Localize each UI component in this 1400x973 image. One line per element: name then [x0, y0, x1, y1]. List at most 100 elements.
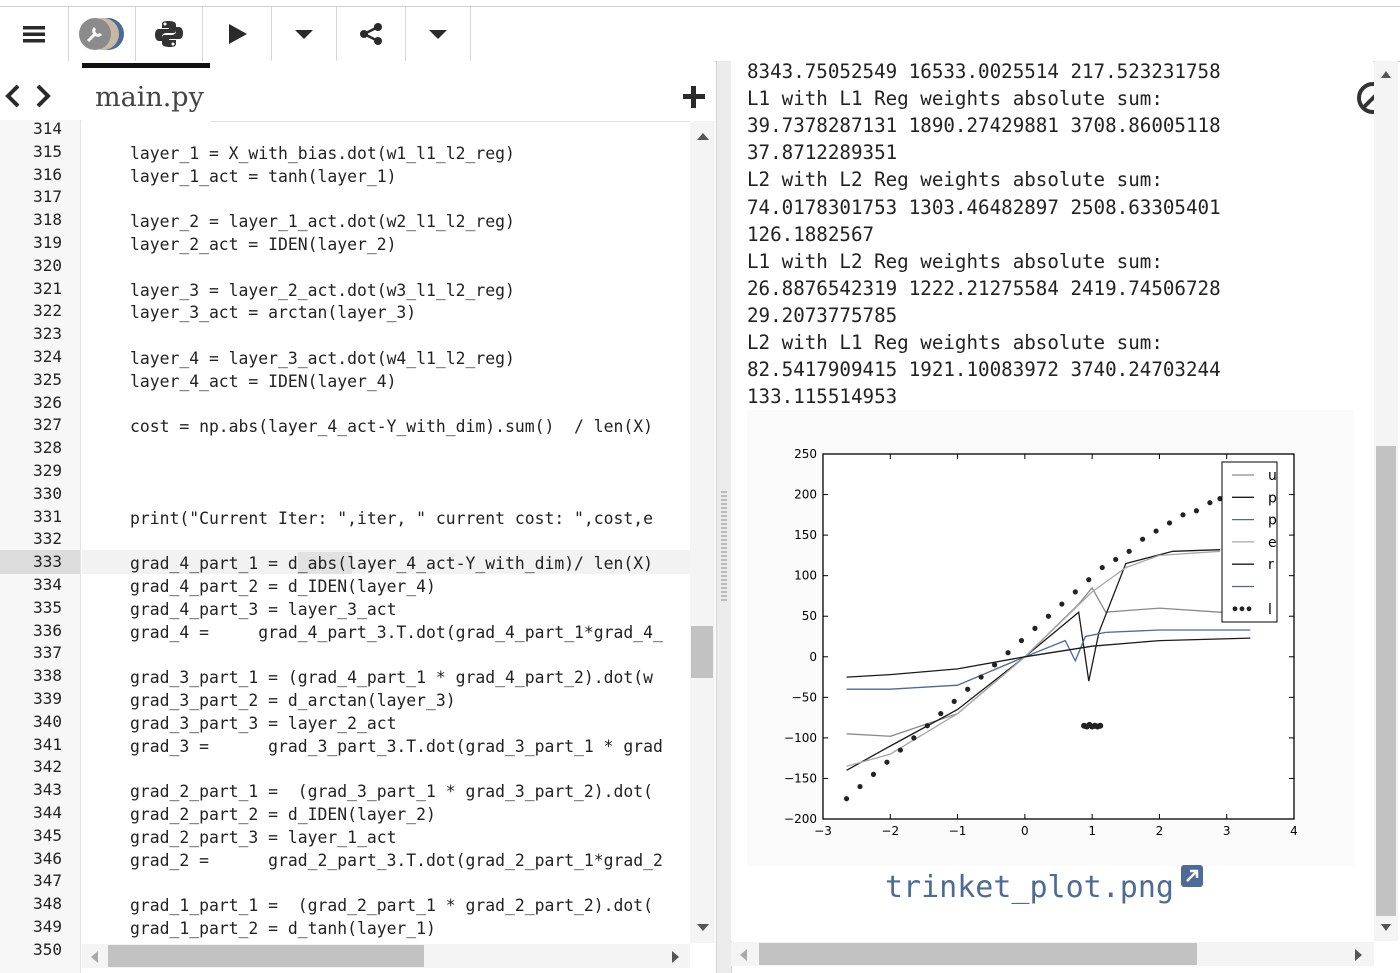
scroll-up-icon [697, 133, 709, 140]
code-line: print("Current Iter: ",iter, " current c… [130, 508, 654, 528]
scatter-point [1166, 520, 1173, 526]
console-line: 126.1882567 [747, 222, 875, 246]
editor-hscroll-thumb[interactable] [108, 945, 424, 967]
editor-vscroll-thumb[interactable] [691, 626, 713, 678]
line-number: 320 [33, 255, 62, 275]
legend-label: p [1268, 513, 1277, 529]
console-line: 82.5417909415 1921.10083972 3740.2470324… [747, 358, 1221, 382]
share-icon [360, 23, 382, 45]
y-tick-label: 200 [794, 488, 817, 502]
menu-button[interactable] [0, 7, 69, 61]
series-line [846, 629, 1251, 690]
active-line-highlight [82, 550, 690, 574]
y-tick-label: 150 [794, 528, 817, 542]
series-line [846, 550, 1221, 767]
code-line: grad_2_part_2 = d_IDEN(layer_2) [130, 805, 436, 824]
scroll-right-icon [672, 951, 679, 963]
console-line: 26.8876542319 1222.21275584 2419.7450672… [747, 276, 1221, 300]
console-line: L2 with L2 Reg weights absolute sum: [747, 168, 1163, 192]
code-editor[interactable]: layer_1 = X_with_bias.dot(w1_l1_l2_reg) l… [82, 120, 690, 946]
line-number: 331 [33, 506, 62, 526]
tab-main-py[interactable]: main.py [82, 63, 210, 126]
y-tick-label: 50 [802, 609, 817, 623]
scatter-point [1207, 500, 1213, 506]
code-brackets-icon [5, 84, 51, 108]
popout-button[interactable] [1181, 865, 1203, 887]
run-button[interactable] [203, 7, 272, 61]
y-tick-label: −100 [784, 731, 817, 745]
y-tick-label: 100 [794, 569, 817, 583]
output-horizontal-scrollbar[interactable] [731, 942, 1374, 966]
share-menu-button[interactable] [406, 7, 471, 61]
scatter-point [1153, 528, 1159, 534]
console-output: 8343.75052549 16533.0025514 217.52323175… [0, 0, 1372, 420]
code-line: grad_1_part_2 = d_tanh(layer_1) [130, 919, 436, 938]
scatter-point [1217, 496, 1223, 502]
share-button[interactable] [337, 7, 406, 61]
tab-label: main.py [95, 82, 204, 113]
scatter-point [1045, 613, 1052, 619]
code-line: grad_2_part_1 = (grad_3_part_1 * grad_3_… [130, 782, 654, 802]
output-hscroll-thumb[interactable] [759, 943, 1197, 965]
line-number: 321 [33, 278, 62, 298]
scroll-left-icon [740, 949, 747, 961]
line-number: 348 [33, 894, 62, 914]
code-line: grad_3 = grad_3_part_3.T.dot(grad_3_part… [130, 736, 663, 756]
powerup-toggle[interactable] [69, 7, 136, 61]
line-number: 328 [33, 438, 62, 458]
line-number: 334 [33, 575, 62, 594]
scroll-right-icon [1355, 949, 1362, 961]
plot-area [822, 453, 1295, 820]
splitter-grip [721, 491, 727, 601]
matching-word-highlight [298, 552, 352, 574]
x-tick-label: 1 [1088, 824, 1096, 838]
line-number: 325 [33, 369, 62, 389]
code-line: layer_2_act = IDEN(layer_2) [130, 235, 397, 254]
active-line-gutter-highlight [0, 550, 80, 574]
scroll-left-icon [91, 951, 98, 963]
scatter-point [1097, 722, 1104, 729]
language-button[interactable] [136, 7, 203, 61]
plot-filename-link[interactable]: trinket_plot.png [885, 870, 1174, 905]
line-number: 327 [33, 415, 62, 435]
console-line: 39.7378287131 1890.27429881 3708.8600511… [747, 114, 1221, 138]
run-menu-button[interactable] [272, 7, 337, 61]
add-file-button[interactable] [681, 84, 707, 110]
editor-vertical-scrollbar[interactable] [690, 121, 715, 943]
line-number: 314 [33, 119, 62, 138]
scatter-point [1086, 577, 1092, 583]
scatter-point [1126, 548, 1132, 554]
console-line: 37.8712289351 [747, 141, 898, 165]
code-line: layer_3_act = arctan(layer_3) [130, 303, 417, 323]
console-line: L1 with L2 Reg weights absolute sum: [747, 249, 1163, 273]
caret-down-icon [295, 30, 313, 39]
editor-horizontal-scrollbar[interactable] [82, 944, 690, 968]
scatter-point [1005, 650, 1011, 656]
scatter-point [884, 759, 890, 765]
line-number: 337 [33, 643, 62, 663]
line-number: 324 [33, 347, 62, 366]
code-line: grad_4_part_3 = layer_3_act [130, 599, 397, 619]
scatter-point [911, 735, 917, 741]
code-toggle-button[interactable] [4, 82, 56, 110]
line-number: 317 [33, 187, 62, 207]
scatter-point [1018, 637, 1025, 644]
line-number: 316 [33, 164, 62, 184]
output-vertical-scrollbar[interactable] [1374, 61, 1398, 941]
scatter-point [1113, 556, 1119, 563]
code-line: layer_4 = layer_3_act.dot(w4_l1_l2_reg) [130, 349, 515, 368]
line-number: 332 [33, 529, 62, 549]
scatter-point [1193, 508, 1200, 514]
caret-down-icon [429, 30, 447, 39]
legend-swatch [1232, 606, 1238, 612]
x-tick-label: −2 [881, 824, 899, 838]
line-number: 341 [33, 734, 62, 754]
scatter-point [857, 783, 863, 790]
scatter-point [1140, 536, 1146, 542]
scatter-point [978, 674, 984, 680]
line-number: 344 [33, 803, 62, 822]
scatter-point [1032, 625, 1038, 631]
line-number: 329 [33, 461, 62, 480]
output-vscroll-thumb[interactable] [1376, 446, 1396, 916]
code-line: grad_4 = grad_4_part_3.T.dot(grad_4_part… [130, 622, 663, 642]
